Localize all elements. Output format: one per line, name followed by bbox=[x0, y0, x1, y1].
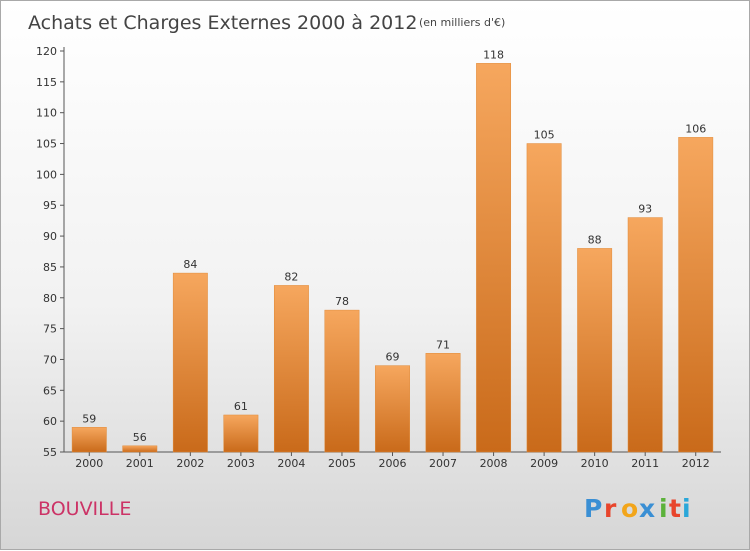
bar bbox=[324, 309, 360, 453]
logo-letter: x bbox=[639, 494, 655, 523]
logo-letter: i bbox=[659, 494, 668, 523]
data-label: 106 bbox=[685, 122, 706, 135]
logo-letter: t bbox=[669, 494, 681, 523]
bar bbox=[425, 353, 461, 453]
logo-letter: P bbox=[584, 494, 602, 523]
data-label: 105 bbox=[534, 129, 555, 142]
bar bbox=[476, 63, 512, 453]
data-label: 69 bbox=[386, 351, 400, 364]
data-label: 118 bbox=[483, 48, 504, 61]
logo-letter: r bbox=[604, 494, 617, 523]
x-tick-label: 2008 bbox=[480, 457, 508, 470]
x-tick-label: 2004 bbox=[277, 457, 305, 470]
data-label: 84 bbox=[183, 258, 197, 271]
bar bbox=[172, 272, 208, 453]
y-tick-label: 60 bbox=[43, 415, 57, 428]
y-tick-label: 100 bbox=[36, 168, 57, 181]
x-tick-label: 2001 bbox=[126, 457, 154, 470]
y-tick-label: 55 bbox=[43, 446, 57, 459]
y-tick-label: 110 bbox=[36, 107, 57, 120]
x-tick-label: 2009 bbox=[530, 457, 558, 470]
x-tick-label: 2011 bbox=[631, 457, 659, 470]
y-tick-label: 70 bbox=[43, 353, 57, 366]
bar bbox=[375, 365, 410, 453]
y-tick-label: 95 bbox=[43, 199, 57, 212]
y-tick-label: 85 bbox=[43, 261, 57, 274]
bar bbox=[71, 427, 107, 453]
data-label: 78 bbox=[335, 295, 349, 308]
y-tick-label: 90 bbox=[43, 230, 57, 243]
data-label: 61 bbox=[234, 400, 248, 413]
x-tick-label: 2012 bbox=[682, 457, 710, 470]
data-label: 56 bbox=[133, 431, 147, 444]
bar bbox=[678, 137, 714, 453]
x-tick-label: 2002 bbox=[176, 457, 204, 470]
chart-title: Achats et Charges Externes 2000 à 2012 bbox=[28, 12, 417, 34]
data-label: 71 bbox=[436, 338, 450, 351]
bar bbox=[223, 414, 259, 453]
x-tick-label: 2007 bbox=[429, 457, 457, 470]
bar bbox=[273, 285, 309, 453]
x-tick-label: 2010 bbox=[581, 457, 609, 470]
y-tick-label: 120 bbox=[36, 45, 57, 58]
logo-letter: i bbox=[682, 494, 691, 523]
bar bbox=[122, 445, 158, 453]
y-tick-label: 115 bbox=[36, 76, 57, 89]
x-tick-label: 2005 bbox=[328, 457, 356, 470]
data-label: 93 bbox=[638, 203, 652, 216]
x-tick-label: 2000 bbox=[75, 457, 103, 470]
data-label: 88 bbox=[588, 233, 602, 246]
y-tick-label: 65 bbox=[43, 384, 57, 397]
axis-layer: 55 60 65 70 75 80 85 90 95 100 105 110 115 120 2000 200… bbox=[36, 45, 721, 470]
bar bbox=[577, 248, 613, 453]
y-tick-label: 80 bbox=[43, 292, 57, 305]
chart-subtitle: (en milliers d'€) bbox=[419, 16, 505, 29]
logo-letter: o bbox=[621, 494, 638, 523]
x-tick-label: 2003 bbox=[227, 457, 255, 470]
data-label: 82 bbox=[284, 270, 298, 283]
y-tick-label: 75 bbox=[43, 323, 57, 336]
x-tick-label: 2006 bbox=[379, 457, 407, 470]
y-tick-label: 105 bbox=[36, 138, 57, 151]
bar-layer: 59 56 84 61 82 78 69 71 118 105 88 93 106 bbox=[71, 48, 714, 453]
bar bbox=[526, 143, 562, 453]
data-label: 59 bbox=[82, 412, 96, 425]
bar bbox=[627, 217, 663, 453]
place-name: BOUVILLE bbox=[38, 498, 131, 520]
